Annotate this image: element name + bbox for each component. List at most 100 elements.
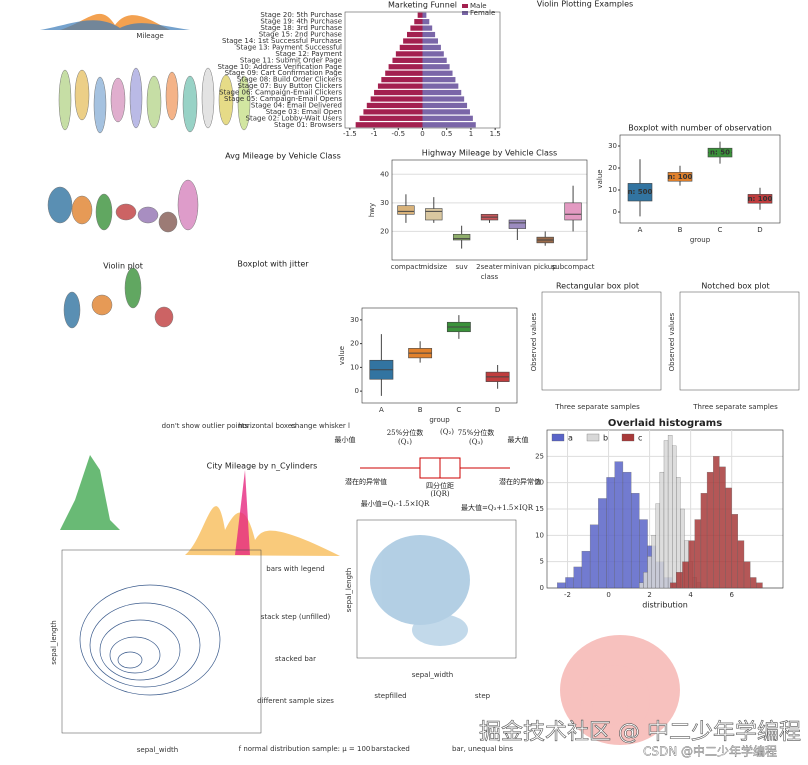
legend-label: c (638, 434, 642, 443)
y-tick-label: Stage 04: Email Delivered (251, 101, 342, 109)
value-label: n: 100 (668, 173, 693, 181)
decor (40, 13, 680, 745)
watermark: 掘金技术社区 @ 中二少年学编程 (479, 720, 801, 745)
diagram-label: 潜在的异常值 (345, 477, 387, 486)
hist-bar (659, 471, 665, 589)
chart-title: Marketing Funnel (388, 1, 457, 10)
label-bg (749, 194, 771, 203)
x-axis-label: group (690, 236, 711, 244)
value-label: n: 500 (628, 188, 653, 196)
legend-label: a (568, 434, 573, 443)
diagram-label: 最小值=Q₁-1.5×IQR (361, 499, 430, 508)
panel-title: horizontal boxes (238, 422, 296, 430)
y-tick-label: 20 (350, 340, 359, 348)
hist-bar (606, 477, 615, 589)
y-tick-label: Stage 20: 5th Purchase (260, 11, 342, 19)
bar (370, 96, 423, 102)
bar (355, 122, 423, 128)
hist-bar (651, 535, 656, 589)
bar (374, 89, 423, 96)
panel-title: stacked bar (275, 655, 316, 663)
y-axis-label: sepal_length (345, 568, 353, 612)
y-tick-label: 20 (380, 227, 389, 235)
y-axis-label: Observed values (530, 312, 538, 371)
diagram-label: (Q₂) (440, 428, 454, 436)
x-tick-label: 1 (469, 130, 473, 138)
legend-swatch (586, 433, 600, 442)
hist-bar (688, 540, 695, 589)
x-tick-label: -1 (371, 130, 378, 138)
x-tick-label: A (638, 226, 643, 234)
axes (541, 291, 662, 391)
y-tick-label: Stage 01: Browsers (274, 121, 342, 129)
panel-title: Rectangular box plot (556, 282, 639, 291)
chart-title: Overlaid histograms (608, 418, 722, 429)
diagram-label: (Q₁) (398, 438, 412, 446)
hist-bar (725, 487, 732, 589)
y-tick-label: Stage 18: 3rd Purchase (260, 24, 342, 32)
bar (422, 25, 433, 31)
y-tick-label: 15 (535, 505, 544, 513)
hist-bar (719, 466, 726, 589)
chart-title: Boxplot with number of observation (628, 124, 772, 133)
x-tick-label: -0.5 (391, 130, 405, 138)
y-tick-label: 25 (535, 452, 544, 460)
x-tick-label: minivan (503, 263, 531, 271)
x-axis-label: group (429, 416, 450, 424)
hist-bar (663, 440, 669, 589)
x-tick-label: compact (391, 263, 422, 271)
x-tick-label: C (718, 226, 723, 234)
hist-bar (756, 582, 763, 589)
y-axis-label: value (596, 169, 604, 188)
axes (679, 291, 800, 391)
diagram-label: 最小值 (335, 435, 356, 444)
hist-bar (655, 503, 661, 589)
axes (356, 519, 517, 659)
y-axis-label: Observed values (668, 312, 676, 371)
x-axis-label: sepal_width (412, 671, 453, 679)
diagram-label: 75%分位数 (458, 428, 495, 437)
panel-title: Violin Plotting Examples (537, 0, 633, 9)
hist-bar (700, 493, 708, 589)
y-axis-label: hwy (368, 203, 376, 217)
hist-bar (643, 572, 648, 589)
hist-bar (669, 582, 677, 589)
box (508, 219, 527, 229)
legend-swatch (462, 11, 468, 15)
y-tick-label: Stage 12: Payment (275, 50, 342, 58)
y-tick-label: Stage 02: Lobby-Wait Users (246, 114, 343, 122)
panel-title: Violin plot (103, 262, 143, 271)
bar (385, 70, 423, 76)
bar (395, 51, 423, 57)
bar (422, 115, 473, 121)
hist-bar (706, 471, 714, 589)
x-tick-label: 0 (606, 591, 610, 599)
box (564, 202, 582, 221)
y-tick-label: Stage 19: 4th Purchase (260, 18, 342, 26)
axes (391, 159, 588, 261)
diagram-label: 最大值=Q₃+1.5×IQR (461, 503, 534, 512)
box (397, 205, 415, 215)
bar (422, 109, 470, 115)
y-tick-label: Stage 05: Campaign-Email Opens (224, 95, 342, 103)
hist-bar (743, 561, 751, 589)
bar (422, 51, 444, 57)
bar (422, 77, 456, 83)
label-bg (629, 188, 651, 197)
y-tick-label: 0 (355, 387, 359, 395)
bar (422, 12, 427, 18)
bar (422, 64, 450, 70)
panel-title: Notched box plot (701, 282, 769, 291)
bar (381, 77, 423, 83)
x-tick-label: C (456, 406, 461, 414)
y-tick-label: 0 (540, 584, 544, 592)
x-tick-label: -2 (564, 591, 571, 599)
hist-bar (647, 556, 652, 589)
x-tick-label: -1.5 (343, 130, 357, 138)
hist-bar (676, 477, 681, 589)
bar (422, 96, 465, 102)
panel-title: don't show outlier points (162, 422, 249, 430)
axes (61, 549, 262, 734)
y-tick-label: 40 (380, 170, 389, 178)
legend-swatch (462, 4, 468, 8)
